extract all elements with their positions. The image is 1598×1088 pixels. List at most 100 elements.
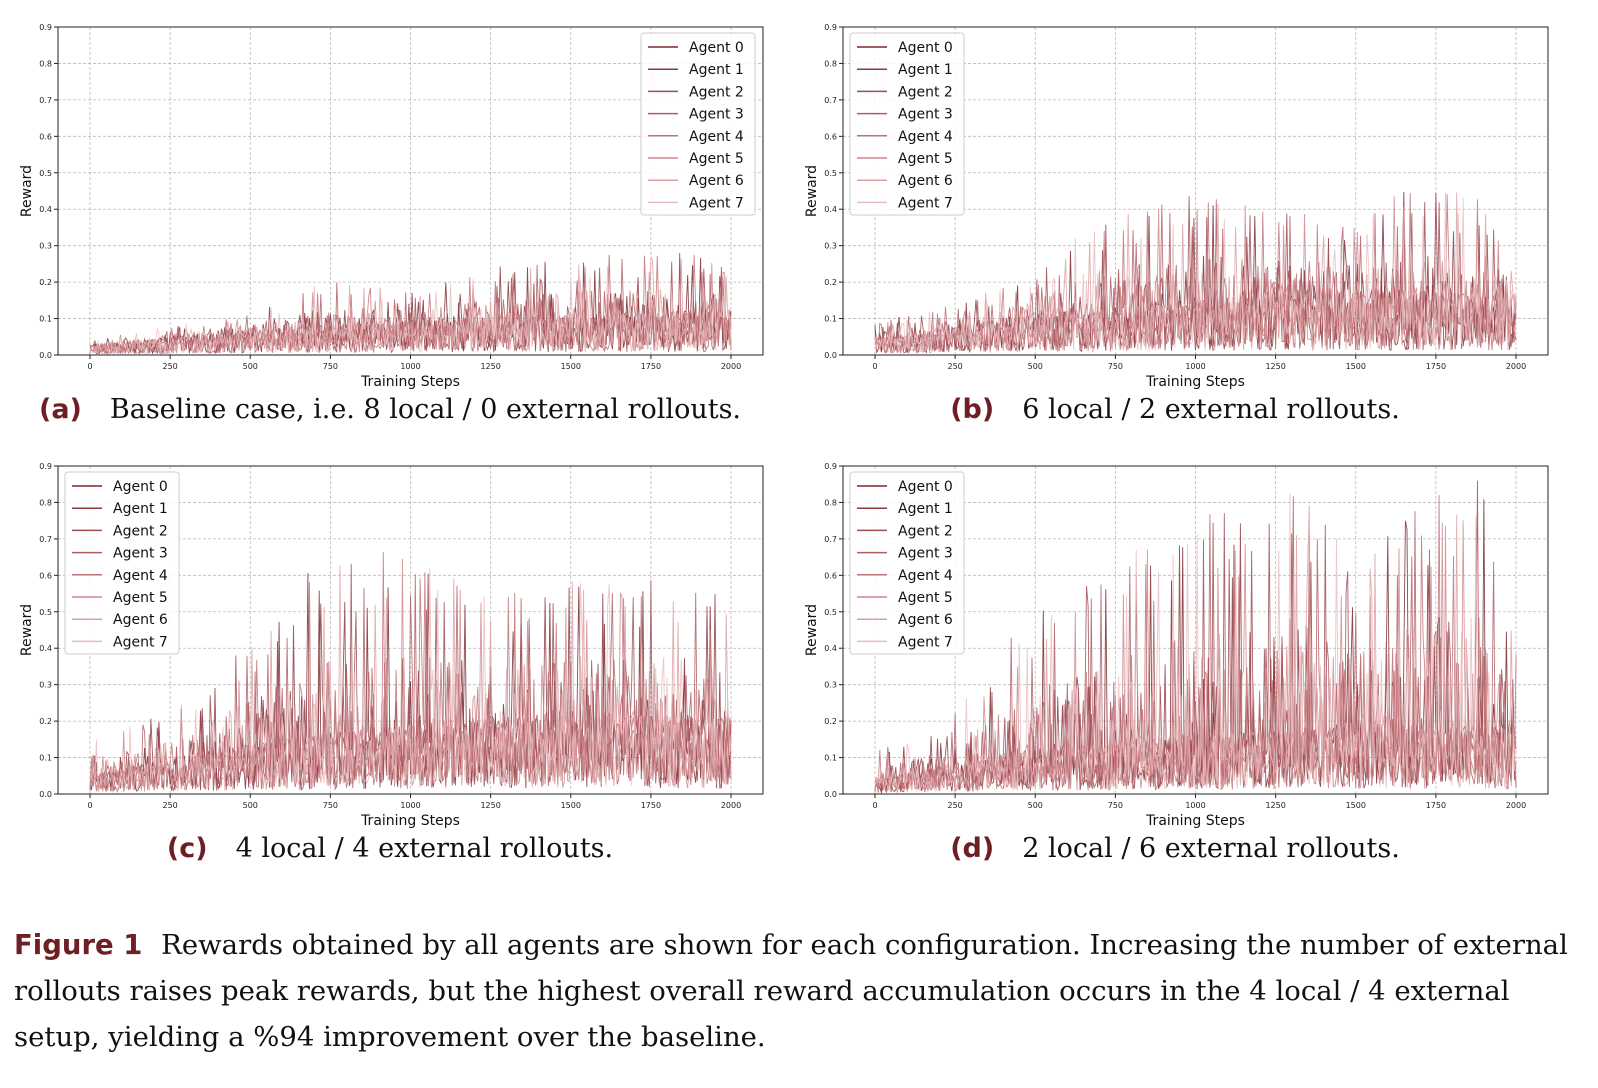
series-line-agent-7: [874, 493, 1517, 792]
legend: Agent 0 Agent 1 Agent 2 Agent 3 Agent 4 Agent…: [640, 32, 756, 216]
panel-caption-text: 6 local / 2 external rollouts.: [1022, 394, 1400, 425]
legend: Agent 0 Agent 1 Agent 2 Agent 3 Agent 4 Agent…: [849, 32, 965, 216]
y-tick-label: 0.0: [39, 351, 52, 360]
x-tick-label: 500: [243, 801, 258, 810]
figure-caption-tag: Figure 1: [14, 929, 143, 961]
series-line-agent-7: [89, 266, 732, 355]
legend: Agent 0 Agent 1 Agent 2 Agent 3 Agent 4 Agent…: [64, 471, 180, 655]
y-axis-label: Reward: [804, 165, 820, 217]
y-axis-label: Reward: [19, 604, 35, 656]
panel-caption-text: 2 local / 6 external rollouts.: [1022, 833, 1400, 864]
legend-label: Agent 7: [689, 195, 744, 211]
y-tick-label: 0.1: [824, 315, 837, 324]
y-tick-label: 0.3: [824, 242, 837, 251]
x-tick-label: 1750: [1426, 362, 1446, 371]
legend-label: Agent 6: [898, 173, 953, 189]
y-tick-label: 0.6: [824, 132, 837, 141]
y-tick-label: 0.2: [39, 278, 52, 287]
legend-label: Agent 6: [898, 612, 953, 628]
x-tick-label: 2000: [721, 801, 741, 810]
y-tick-label: 0.5: [39, 169, 52, 178]
x-tick-label: 1250: [480, 362, 500, 371]
series-line-agent-5: [89, 263, 732, 355]
series-line-agent-7: [874, 192, 1517, 354]
y-tick-label: 0.5: [824, 169, 837, 178]
legend-label: Agent 7: [898, 195, 953, 211]
y-tick-label: 0.1: [39, 315, 52, 324]
y-tick-label: 0.5: [39, 608, 52, 617]
legend-label: Agent 0: [898, 40, 953, 56]
y-tick-label: 0.4: [39, 644, 52, 653]
y-tick-label: 0.2: [39, 717, 52, 726]
legend-label: Agent 6: [113, 612, 168, 628]
series-line-agent-3: [89, 574, 732, 793]
panel-caption-c: (c) 4 local / 4 external rollouts.: [0, 833, 780, 864]
chart-svg-c: 0 250 500 750 1000 1250 1500 1750 2000 0.0 0.1 0.2 0…: [19, 462, 764, 829]
legend-box: [849, 471, 965, 655]
legend-label: Agent 7: [113, 634, 168, 650]
y-tick-label: 0.7: [824, 535, 837, 544]
figure-caption: Figure 1 Rewards obtained by all agents …: [14, 922, 1586, 1060]
y-tick-label: 0.9: [824, 23, 837, 32]
y-tick-label: 0.0: [824, 351, 837, 360]
x-tick-label: 750: [1108, 801, 1123, 810]
y-tick-label: 0.6: [39, 571, 52, 580]
y-tick-label: 0.8: [39, 59, 52, 68]
x-axis-label: Training Steps: [360, 813, 460, 829]
y-tick-label: 0.3: [39, 681, 52, 690]
legend-label: Agent 5: [113, 590, 168, 606]
x-tick-label: 1250: [1265, 362, 1285, 371]
x-tick-label: 750: [323, 801, 338, 810]
y-tick-label: 0.9: [39, 462, 52, 471]
x-tick-label: 1000: [1185, 801, 1205, 810]
panel-caption-tag: (c): [166, 833, 208, 864]
x-tick-label: 1500: [561, 362, 581, 371]
x-tick-label: 250: [947, 801, 962, 810]
x-tick-label: 0: [87, 362, 92, 371]
chart-panel-a: 0 250 500 750 1000 1250 1500 1750 2000 0.0 0.1 0.2 0…: [0, 14, 780, 434]
legend-label: Agent 7: [898, 634, 953, 650]
y-axis-label: Reward: [19, 165, 35, 217]
y-tick-label: 0.8: [824, 498, 837, 507]
panel-caption-tag: (b): [950, 394, 995, 425]
panel-caption-d: (d) 2 local / 6 external rollouts.: [785, 833, 1565, 864]
panel-caption-a: (a) Baseline case, i.e. 8 local / 0 exter…: [0, 394, 780, 425]
chart-svg-b: 0 250 500 750 1000 1250 1500 1750 2000 0.0 0.1 0.2 0…: [804, 23, 1549, 390]
chart-panel-b: 0 250 500 750 1000 1250 1500 1750 2000 0.0 0.1 0.2 0…: [785, 14, 1565, 434]
x-tick-label: 2000: [1506, 801, 1526, 810]
panel-caption-b: (b) 6 local / 2 external rollouts.: [785, 394, 1565, 425]
legend-label: Agent 5: [898, 590, 953, 606]
x-tick-label: 1000: [400, 362, 420, 371]
legend-label: Agent 4: [898, 129, 953, 145]
x-axis-label: Training Steps: [1145, 813, 1245, 829]
legend-label: Agent 0: [113, 479, 168, 495]
panel-caption-text: 4 local / 4 external rollouts.: [235, 833, 614, 864]
y-tick-label: 0.2: [824, 278, 837, 287]
series-line-agent-5: [874, 196, 1517, 355]
x-tick-label: 1500: [1346, 801, 1366, 810]
panel-caption-text: Baseline case, i.e. 8 local / 0 external…: [109, 394, 742, 425]
y-tick-label: 0.4: [39, 205, 52, 214]
panel-caption-tag: (d): [950, 833, 995, 864]
figure-caption-text: Rewards obtained by all agents are shown…: [14, 929, 1568, 1053]
legend-label: Agent 1: [898, 501, 953, 517]
x-tick-label: 1500: [561, 801, 581, 810]
legend-label: Agent 3: [898, 107, 953, 123]
y-tick-label: 0.1: [39, 754, 52, 763]
x-tick-label: 1750: [641, 362, 661, 371]
y-axis-label: Reward: [804, 604, 820, 656]
legend-box: [64, 471, 180, 655]
x-tick-label: 1750: [1426, 801, 1446, 810]
legend-label: Agent 3: [113, 546, 168, 562]
x-tick-label: 500: [1028, 362, 1043, 371]
legend-label: Agent 3: [689, 107, 744, 123]
x-tick-label: 250: [162, 801, 177, 810]
legend-label: Agent 6: [689, 173, 744, 189]
x-tick-label: 0: [872, 362, 877, 371]
y-tick-label: 0.0: [824, 790, 837, 799]
x-tick-label: 500: [1028, 801, 1043, 810]
y-tick-label: 0.4: [824, 644, 837, 653]
x-tick-label: 1500: [1346, 362, 1366, 371]
x-axis-label: Training Steps: [360, 374, 460, 390]
y-tick-label: 0.9: [824, 462, 837, 471]
